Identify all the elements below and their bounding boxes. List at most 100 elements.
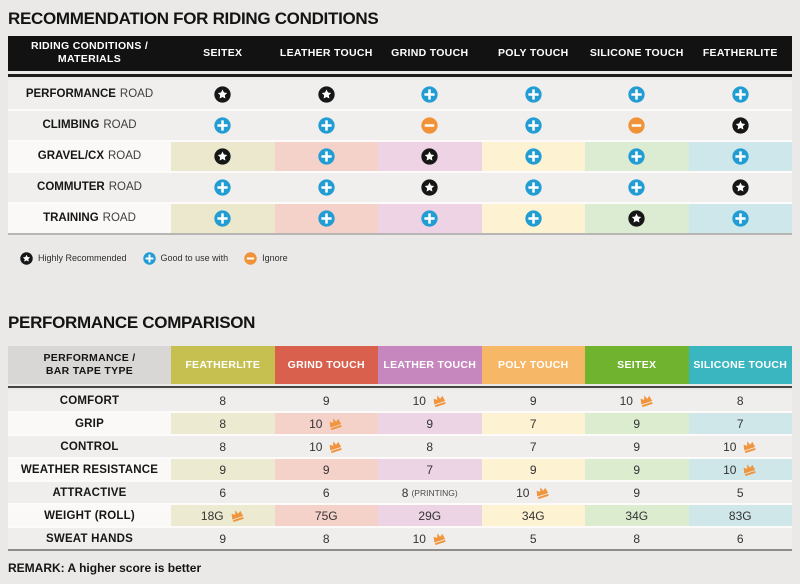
star-icon	[214, 147, 231, 165]
score-value: 9	[633, 462, 641, 477]
star-icon	[628, 209, 645, 227]
header-divider	[8, 73, 792, 77]
minus-icon	[628, 116, 645, 134]
rating-cell	[688, 203, 792, 233]
plus-icon	[318, 147, 335, 165]
plus-icon	[525, 85, 542, 103]
plus-icon	[318, 116, 335, 134]
score-value: 6	[219, 485, 227, 500]
riding-conditions-body: PERFORMANCE ROAD CLIMBING ROAD GRAVEL/CX ROAD…	[8, 79, 792, 235]
rating-cell	[585, 110, 689, 140]
column-header-leather-touch: LEATHER TOUCH	[378, 346, 482, 385]
score-value: 7	[426, 462, 434, 477]
rating-cell	[585, 79, 689, 109]
legend-label: Ignore	[262, 253, 288, 264]
score-value: 9	[322, 462, 330, 477]
score-cell: 8 (PRINTING)	[378, 482, 482, 504]
rating-cell	[378, 141, 482, 171]
rating-cell	[171, 172, 275, 202]
score-cell: 9	[585, 436, 689, 458]
score-cell: 10	[688, 459, 792, 481]
column-header-grind-touch: GRIND TOUCH	[391, 47, 469, 60]
rating-legend: Highly Recommended Good to use with Ignore	[20, 251, 792, 265]
score-cell: 29G	[378, 505, 482, 527]
legend-label: Good to use with	[160, 253, 229, 264]
score-value: 10	[619, 393, 633, 408]
row-label-suffix: ROAD	[108, 181, 142, 194]
score-value: 6	[736, 531, 744, 546]
score-value: 75G	[314, 508, 338, 523]
star-icon	[214, 85, 231, 103]
plus-icon	[732, 85, 749, 103]
score-cell: 9	[274, 390, 378, 412]
table-row-control: CONTROL 8 10 8 7 9 10	[8, 436, 792, 458]
row-label: TRAINING ROAD	[8, 203, 171, 233]
crown-icon	[327, 417, 343, 431]
plus-icon	[421, 85, 438, 103]
plus-icon	[525, 147, 542, 165]
rating-cell	[274, 79, 378, 109]
table-row-attractive: ATTRACTIVE 6 6 8 (PRINTING) 10 9 5	[8, 482, 792, 504]
score-value: 34G	[521, 508, 545, 523]
riding-conditions-title: RECOMMENDATION FOR RIDING CONDITIONS	[8, 9, 379, 28]
crown-icon	[327, 440, 343, 454]
column-header-featherlite: FEATHERLITE	[171, 346, 275, 385]
table-row-performance: PERFORMANCE ROAD	[8, 79, 792, 109]
rating-cell	[378, 110, 482, 140]
score-value: 10	[412, 393, 426, 408]
crown-icon	[431, 394, 447, 408]
corner-header-text: RIDING CONDITIONS / MATERIALS	[30, 39, 149, 66]
rating-cell	[481, 203, 585, 233]
score-value: 8	[219, 393, 227, 408]
rating-cell	[378, 172, 482, 202]
score-cell: 8	[171, 413, 275, 435]
score-cell: 9	[585, 413, 689, 435]
corner-header: PERFORMANCE / BAR TAPE TYPE	[8, 346, 171, 385]
score-value: 10	[723, 439, 737, 454]
score-value: 29G	[418, 508, 442, 523]
column-header-silicone-touch: SILICONE TOUCH	[589, 47, 684, 60]
table-row-weight-roll: WEIGHT (ROLL) 18G 75G 29G 34G 34G 83G	[8, 505, 792, 527]
remark: REMARK: A higher score is better	[8, 561, 202, 576]
rating-cell	[171, 203, 275, 233]
score-cell: 10	[378, 528, 482, 550]
row-label: SWEAT HANDS	[8, 528, 171, 550]
score-value: 8	[633, 531, 641, 546]
table-row-climbing: CLIMBING ROAD	[8, 110, 792, 140]
star-icon	[20, 251, 33, 265]
column-header-seitex: SEITEX	[203, 47, 243, 60]
table-row-sweat-hands: SWEAT HANDS 9 8 10 5 8 6	[8, 528, 792, 550]
score-cell: 10	[274, 413, 378, 435]
score-cell: 75G	[274, 505, 378, 527]
score-cell: 9	[274, 459, 378, 481]
row-label: GRAVEL/CX ROAD	[8, 141, 171, 171]
score-value: 8	[322, 531, 330, 546]
score-value: 9	[219, 531, 227, 546]
crown-icon	[741, 440, 757, 454]
performance-header-row: PERFORMANCE / BAR TAPE TYPE FEATHERLITE GR…	[8, 346, 792, 385]
row-label: COMMUTER ROAD	[8, 172, 171, 202]
riding-conditions-table: RIDING CONDITIONS / MATERIALS SEITEX LEATH…	[8, 35, 792, 235]
score-cell: 9	[378, 413, 482, 435]
score-cell: 8	[378, 436, 482, 458]
row-label: PERFORMANCE ROAD	[8, 79, 171, 109]
star-icon	[318, 85, 335, 103]
score-value: 9	[219, 462, 227, 477]
score-value: 8	[219, 439, 227, 454]
star-icon	[421, 178, 438, 196]
corner-header: RIDING CONDITIONS / MATERIALS	[8, 36, 171, 71]
score-note: (PRINTING)	[411, 487, 458, 498]
plus-icon	[214, 178, 231, 196]
score-value: 5	[736, 485, 744, 500]
column-header-featherlite: FEATHERLITE	[702, 47, 778, 60]
table-row-grip: GRIP 8 10 9 7 9 7	[8, 413, 792, 435]
minus-icon	[244, 251, 257, 265]
minus-icon	[421, 116, 438, 134]
score-value: 8	[736, 393, 744, 408]
score-cell: 9	[171, 528, 275, 550]
score-cell: 9	[585, 459, 689, 481]
score-value: 10	[412, 531, 426, 546]
score-value: 8	[219, 416, 227, 431]
score-cell: 8	[585, 528, 689, 550]
row-label-suffix: ROAD	[103, 119, 137, 132]
